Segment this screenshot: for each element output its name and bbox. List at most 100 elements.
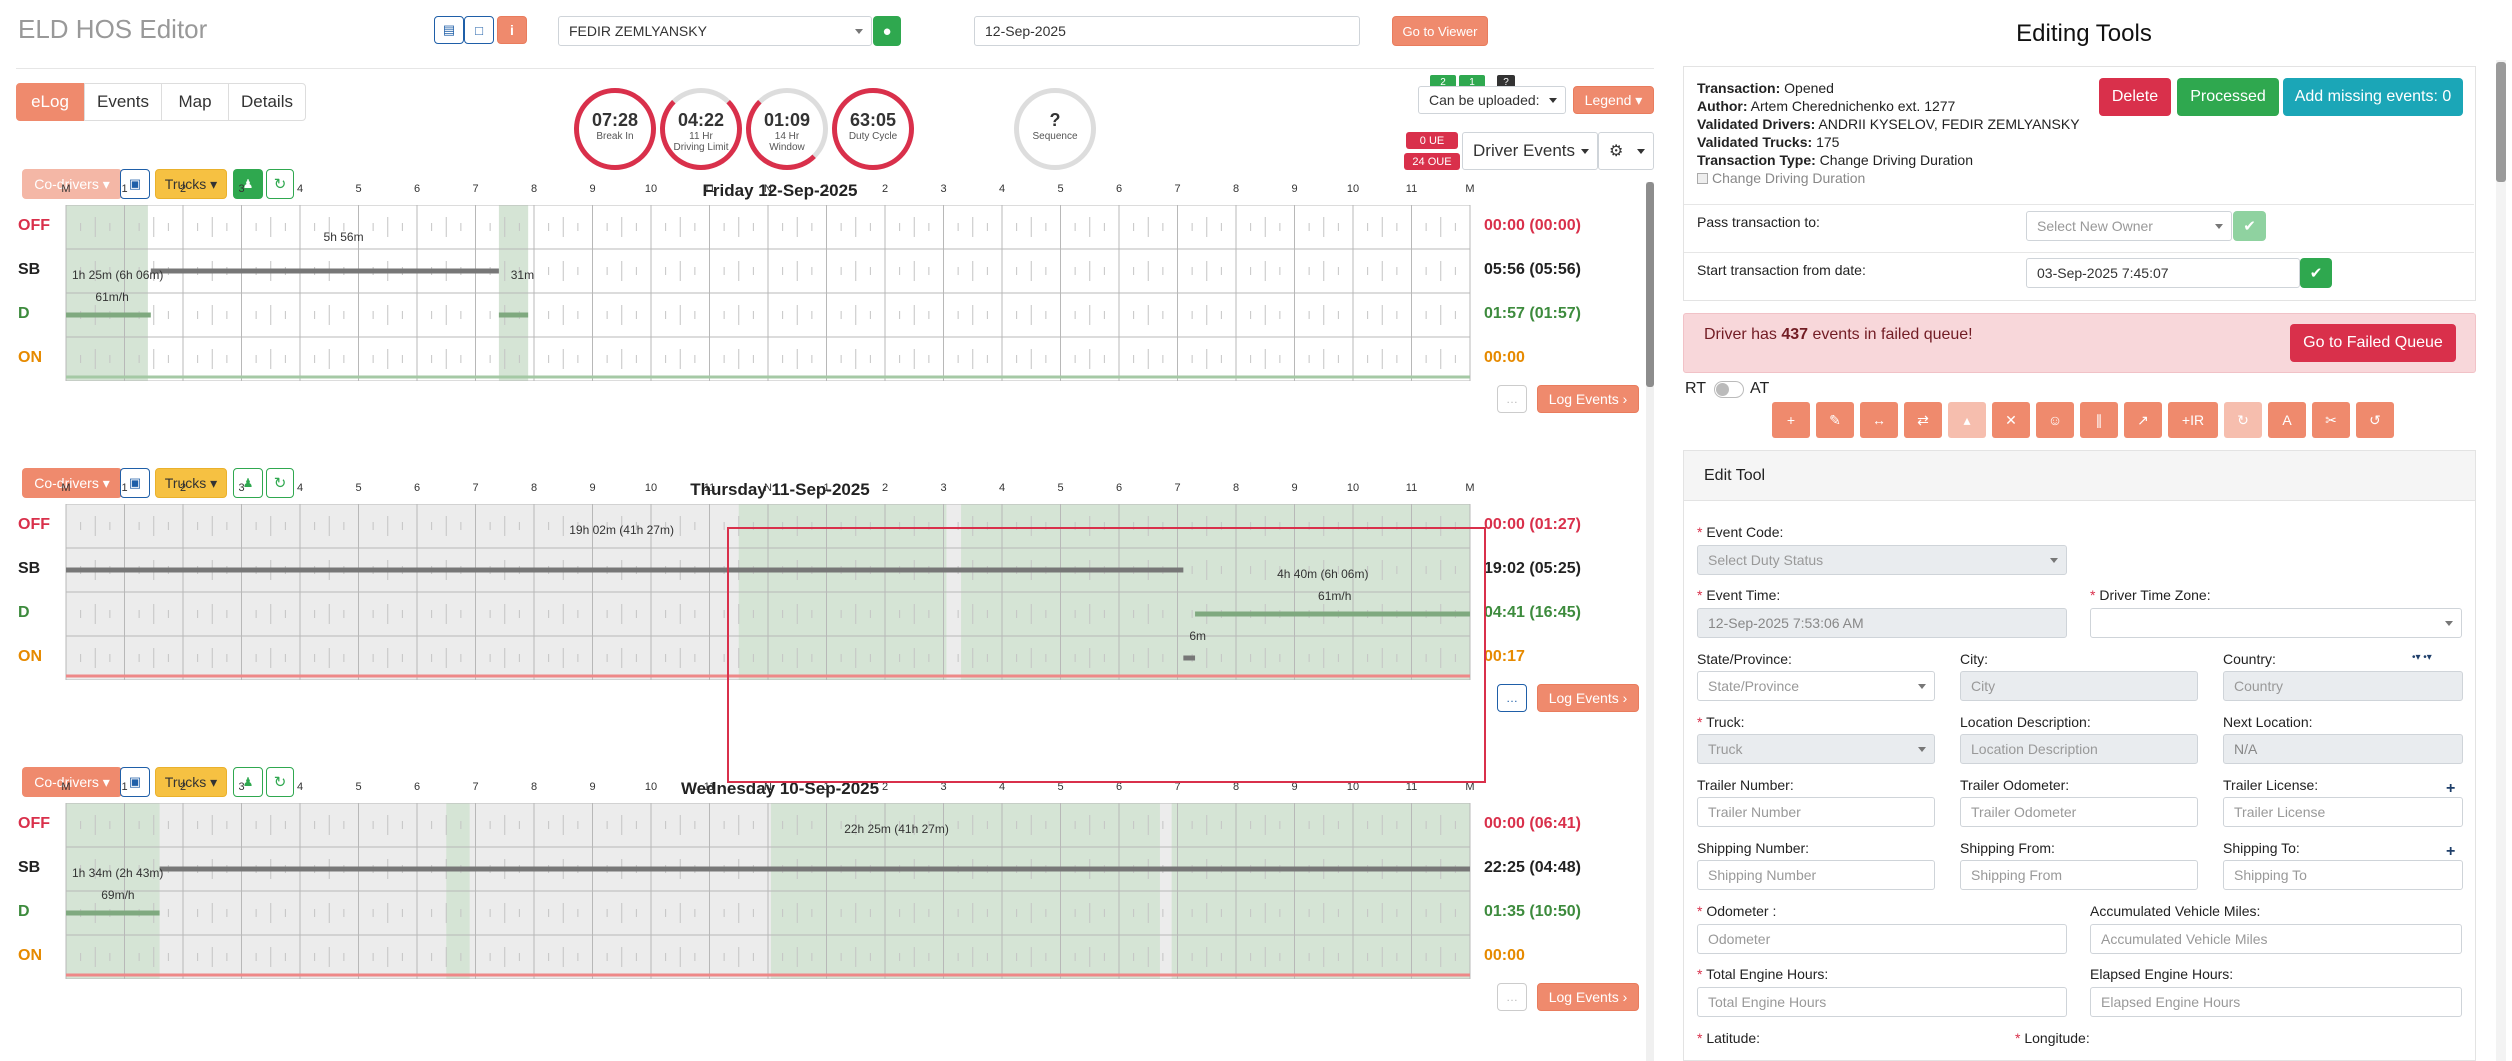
doc-button[interactable]: ▤ [434,16,464,44]
shipping-to-label: Shipping To: [2223,840,2300,856]
trucks-button[interactable]: Trucks ▾ [155,169,227,199]
tab-details[interactable]: Details [228,83,306,121]
driver-user-button[interactable]: ● [873,16,901,46]
date-input[interactable]: 12-Sep-2025 [974,16,1360,46]
person-icon[interactable]: ♟ [233,767,263,797]
odometer-input[interactable]: Odometer [1697,924,2067,954]
settings-dropdown[interactable]: ⚙ [1598,132,1654,170]
log-scrollbar[interactable] [1646,182,1654,1061]
log-events-button[interactable]: Log Events › [1537,983,1639,1011]
start-date-input[interactable]: 03-Sep-2025 7:45:07 [2026,258,2300,288]
go-to-viewer-button[interactable]: Go to Viewer [1392,16,1488,46]
truck-icon[interactable]: ▣ [120,169,150,199]
comment-icon[interactable]: … [1497,983,1527,1011]
ir-icon[interactable]: +IR [2168,402,2218,438]
trucks-button[interactable]: Trucks ▾ [155,767,227,797]
duty-status-select[interactable]: Select Duty Status [1697,545,2067,575]
note-button[interactable]: □ [464,16,494,44]
stretch-icon[interactable]: ↔ [1860,402,1898,438]
person-icon[interactable]: ♟ [233,169,263,199]
processed-button[interactable]: Processed [2177,78,2279,116]
trash-icon[interactable]: ✕ [1992,402,2030,438]
next-location-input[interactable]: N/A [2223,734,2463,764]
row-label-d: D [18,903,30,920]
history-icon[interactable]: ↺ [2356,402,2394,438]
wand-icon[interactable]: ↗ [2124,402,2162,438]
trailer-odometer-input[interactable]: Trailer Odometer [1960,797,2198,827]
refresh-icon[interactable]: ↻ [266,767,294,797]
comment-icon[interactable]: … [1497,684,1527,712]
tab-events[interactable]: Events [84,83,162,121]
truck-icon[interactable]: ▣ [120,468,150,498]
event-time-input[interactable]: 12-Sep-2025 7:53:06 AM [1697,608,2067,638]
info-button[interactable]: i [497,16,527,44]
country-input[interactable]: Country [2223,671,2463,701]
group-icon[interactable]: ☺ [2036,402,2074,438]
swap-icon[interactable]: ⇄ [1904,402,1942,438]
comment-icon[interactable]: … [1497,385,1527,413]
co-drivers-button[interactable]: Co-drivers ▾ [22,468,122,498]
driver-events-select[interactable]: Driver Events [1462,132,1598,170]
columns-icon[interactable]: ∥ [2080,402,2118,438]
font-icon[interactable]: A [2268,402,2306,438]
plus-icon[interactable]: + [1772,402,1810,438]
pass-confirm-button[interactable]: ✔ [2233,211,2266,241]
co-drivers-button[interactable]: Co-drivers ▾ [22,767,122,797]
pencil-icon[interactable]: ✎ [1816,402,1854,438]
legend-button[interactable]: Legend ▾ [1573,86,1654,114]
day-grid[interactable]: 19h 02m (41h 27m)4h 40m (6h 06m)61m/h6m1… [65,504,1471,680]
drop-icon[interactable]: ▴ [1948,402,1986,438]
day-grid[interactable]: 22h 25m (41h 27m)1h 34m (2h 43m)69m/h11:… [65,803,1471,979]
add-missing-events-button[interactable]: Add missing events: 0 [2283,78,2463,116]
go-to-failed-queue-button[interactable]: Go to Failed Queue [2290,324,2456,362]
trailer-license-input[interactable]: Trailer License [2223,797,2463,827]
tab-map[interactable]: Map [161,83,229,121]
plus-icon[interactable]: + [2446,843,2456,860]
day-grid[interactable]: 5h 56m 1h 25m (6h 06m) 61m/h 31m [65,205,1471,381]
start-confirm-button[interactable]: ✔ [2300,258,2332,288]
shipping-number-input[interactable]: Shipping Number [1697,860,1935,890]
truck-icon[interactable]: ▣ [120,767,150,797]
plus-icon[interactable]: + [2446,780,2456,797]
log-events-button[interactable]: Log Events › [1537,385,1639,413]
truck-select[interactable]: Truck [1697,734,1935,764]
hour-label: 2 [881,482,889,494]
location-pin-icon[interactable]: •▾ •▾ [2412,652,2432,663]
delete-button[interactable]: Delete [2099,78,2171,116]
refresh-icon[interactable]: ↻ [266,169,294,199]
hour-label: 9 [589,781,596,793]
row-label-on: ON [18,349,42,366]
checkbox-icon[interactable] [1697,173,1708,184]
trailer-number-input[interactable]: Trailer Number [1697,797,1935,827]
scissors-icon[interactable]: ✂ [2312,402,2350,438]
new-owner-select[interactable]: Select New Owner [2026,211,2232,241]
elapsed-hours-input[interactable]: Elapsed Engine Hours [2090,987,2462,1017]
hour-label: 8 [1232,781,1240,793]
refresh-icon[interactable]: ↻ [2224,402,2262,438]
can-be-uploaded-select[interactable]: Can be uploaded: [1418,86,1566,114]
tab-elog[interactable]: eLog [16,83,84,121]
engine-hours-input[interactable]: Total Engine Hours [1697,987,2067,1017]
acc-miles-input[interactable]: Accumulated Vehicle Miles [2090,924,2462,954]
state-select[interactable]: State/Province [1697,671,1935,701]
right-scrollbar-thumb[interactable] [2496,62,2506,182]
person-icon[interactable]: ♟ [233,468,263,498]
time-zone-label: * Driver Time Zone: [2090,587,2211,603]
rt-at-toggle[interactable] [1714,381,1744,398]
log-scrollbar-thumb[interactable] [1646,182,1654,387]
co-drivers-button[interactable]: Co-drivers ▾ [22,169,122,199]
time-zone-select[interactable] [2090,608,2462,638]
right-panel-scrollbar[interactable] [2496,60,2506,1061]
shipping-to-input[interactable]: Shipping To [2223,860,2463,890]
refresh-icon[interactable]: ↻ [266,468,294,498]
shipping-from-input[interactable]: Shipping From [1960,860,2198,890]
driver-select[interactable]: FEDIR ZEMLYANSKY [558,16,872,46]
hour-label: 6 [1115,781,1123,793]
location-desc-input[interactable]: Location Description [1960,734,2198,764]
oue-badge: 24 OUE [1404,153,1460,170]
hour-label: 9 [589,482,596,494]
city-input[interactable]: City [1960,671,2198,701]
log-events-button[interactable]: Log Events › [1537,684,1639,712]
row-total-on: 00:00 [1484,349,1525,366]
trucks-button[interactable]: Trucks ▾ [155,468,227,498]
